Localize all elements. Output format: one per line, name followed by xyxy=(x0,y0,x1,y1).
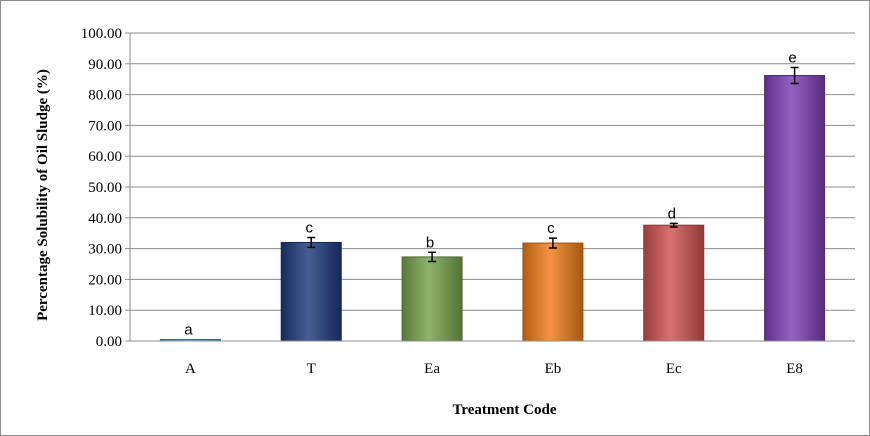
bar-ea xyxy=(401,256,463,342)
y-tick-label: 20.00 xyxy=(88,272,122,288)
error-bar xyxy=(307,236,316,249)
y-tick-label: 60.00 xyxy=(88,149,122,165)
significance-label: e xyxy=(788,49,796,66)
x-tick-label: T xyxy=(307,361,316,377)
x-tick-labels: A T Ea Eb Ec E8 xyxy=(185,361,803,377)
y-tick-labels: 0.00 10.00 20.00 30.00 40.00 50.00 60.00 70.00 8… xyxy=(81,26,122,350)
x-tick-label: Eb xyxy=(545,361,562,377)
x-tick-label: Ea xyxy=(424,361,440,377)
y-tick-label: 80.00 xyxy=(88,88,122,104)
x-tick-label: E8 xyxy=(786,361,803,377)
y-tick-label: 10.00 xyxy=(88,303,122,319)
gridlines xyxy=(125,32,855,342)
error-bar xyxy=(669,222,678,228)
y-tick-label: 100.00 xyxy=(81,26,122,42)
significance-label: c xyxy=(547,220,555,237)
y-tick-label: 50.00 xyxy=(88,180,122,196)
error-bar xyxy=(548,237,557,249)
error-bar xyxy=(790,66,799,85)
y-tick-label: 30.00 xyxy=(88,242,122,258)
x-tick-label: A xyxy=(185,361,196,377)
significance-label: a xyxy=(184,321,193,338)
error-bar xyxy=(428,251,437,263)
y-tick-label: 90.00 xyxy=(88,57,122,73)
y-axis-title: Percentage Solubility of Oil Sludge (%) xyxy=(35,69,51,321)
bar-ec xyxy=(643,224,705,342)
significance-label: d xyxy=(668,205,676,222)
y-tick-label: 0.00 xyxy=(96,334,122,350)
significance-label: b xyxy=(426,234,434,251)
x-tick-label: Ec xyxy=(666,361,682,377)
bar-e8 xyxy=(764,75,826,342)
y-tick-label: 40.00 xyxy=(88,211,122,227)
bars: a c b c d e xyxy=(159,49,826,342)
significance-label: c xyxy=(306,220,314,237)
x-axis-title: Treatment Code xyxy=(452,402,556,418)
bar-t xyxy=(280,241,342,342)
bar-eb xyxy=(522,242,584,342)
y-tick-label: 70.00 xyxy=(88,118,122,134)
